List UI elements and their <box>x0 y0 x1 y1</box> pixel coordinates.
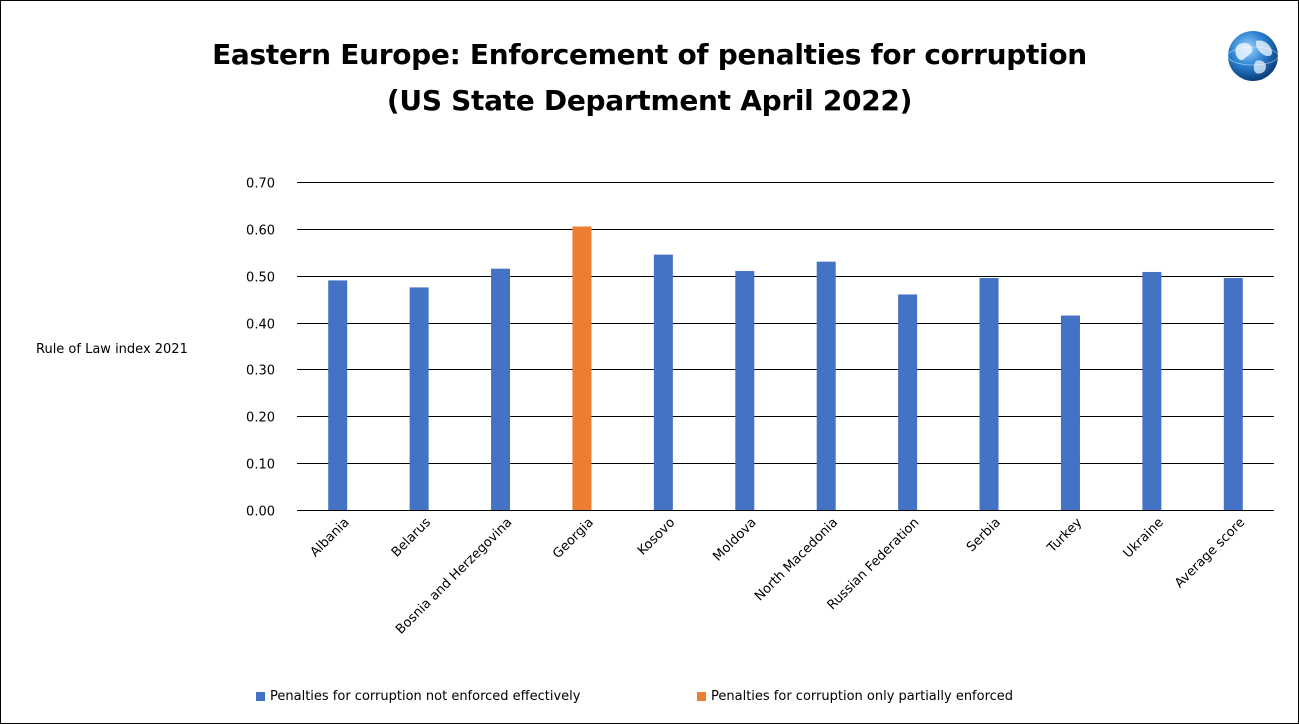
y-tick-label: 0.50 <box>246 271 275 286</box>
bar-moldova <box>735 271 755 510</box>
y-tick-label: 0.10 <box>246 458 275 473</box>
bar-georgia <box>572 226 592 510</box>
y-tick-label: 0.30 <box>246 364 275 379</box>
x-tick-label: Average score <box>1172 515 1248 591</box>
x-tick-label: Ukraine <box>1121 515 1167 561</box>
legend-label-partially-enforced: Penalties for corruption only partially … <box>711 689 1014 704</box>
y-tick-label: 0.00 <box>246 505 275 520</box>
bar-belarus <box>409 287 429 510</box>
x-tick-label: Serbia <box>964 515 1004 555</box>
legend-label-not-enforced: Penalties for corruption not enforced ef… <box>270 689 581 704</box>
gridlines <box>297 182 1274 511</box>
chart-title-line1: Eastern Europe: Enforcement of penalties… <box>212 38 1087 71</box>
legend-swatch-partially-enforced <box>697 692 706 701</box>
x-tick-label: Albania <box>308 515 353 560</box>
x-tick-label: Turkey <box>1044 515 1085 556</box>
bar-kosovo <box>653 254 673 510</box>
y-axis-label: Rule of Law index 2021 <box>36 342 188 357</box>
legend-swatch-not-enforced <box>256 692 265 701</box>
bar-bosnia-and-herzegovina <box>491 268 511 510</box>
x-tick-label: Belarus <box>389 515 434 560</box>
chart-title-line2: (US State Department April 2022) <box>386 84 913 117</box>
bar-russian-federation <box>898 294 918 510</box>
y-axis-ticks: 0.00 0.10 0.20 0.30 0.40 0.50 0.60 0.70 <box>246 177 275 520</box>
bar-north-macedonia <box>816 261 836 510</box>
legend-item-not-enforced: Penalties for corruption not enforced ef… <box>256 689 580 704</box>
bar-albania <box>328 280 348 510</box>
bars <box>328 226 1243 510</box>
bar-turkey <box>1060 315 1080 510</box>
x-tick-label: Russian Federation <box>825 515 923 613</box>
x-tick-label: Kosovo <box>635 515 678 558</box>
y-tick-label: 0.40 <box>246 318 275 333</box>
legend-item-partially-enforced: Penalties for corruption only partially … <box>697 689 1013 704</box>
x-tick-label: Georgia <box>550 515 597 562</box>
bar-serbia <box>979 278 999 510</box>
y-tick-label: 0.60 <box>246 224 275 239</box>
x-tick-label: Moldova <box>710 515 759 564</box>
bar-ukraine <box>1142 271 1162 510</box>
x-tick-label: North Macedonia <box>752 515 841 604</box>
y-tick-label: 0.70 <box>246 177 275 192</box>
bar-average-score <box>1223 278 1243 510</box>
y-tick-label: 0.20 <box>246 411 275 426</box>
globe-icon <box>1227 31 1279 81</box>
